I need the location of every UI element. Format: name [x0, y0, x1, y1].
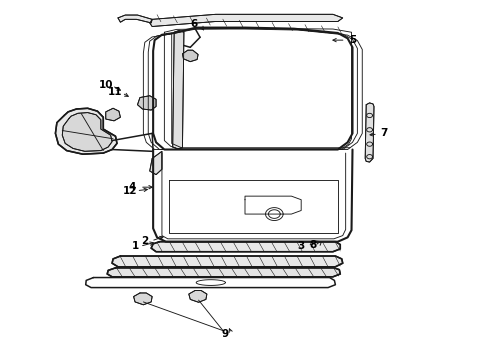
Text: 10: 10 — [98, 80, 113, 90]
Polygon shape — [189, 291, 207, 302]
Text: 12: 12 — [123, 186, 137, 196]
Polygon shape — [182, 50, 198, 62]
Polygon shape — [172, 31, 184, 149]
Text: 4: 4 — [129, 182, 136, 192]
Text: 9: 9 — [222, 329, 229, 339]
Text: 2: 2 — [141, 236, 148, 246]
Polygon shape — [112, 256, 343, 267]
Text: 7: 7 — [381, 129, 388, 138]
Polygon shape — [134, 293, 152, 305]
Polygon shape — [107, 268, 340, 277]
Polygon shape — [151, 242, 340, 252]
Text: 1: 1 — [131, 241, 139, 251]
Polygon shape — [55, 108, 117, 154]
Polygon shape — [106, 108, 121, 121]
Polygon shape — [150, 14, 343, 27]
Polygon shape — [365, 103, 374, 162]
Polygon shape — [138, 96, 156, 110]
Text: 8: 8 — [310, 239, 317, 249]
Text: 11: 11 — [108, 87, 123, 97]
Polygon shape — [62, 113, 112, 151]
Polygon shape — [150, 151, 162, 175]
Polygon shape — [118, 15, 152, 23]
Text: 5: 5 — [349, 35, 356, 45]
Text: 6: 6 — [190, 19, 197, 29]
Text: 3: 3 — [297, 241, 305, 251]
